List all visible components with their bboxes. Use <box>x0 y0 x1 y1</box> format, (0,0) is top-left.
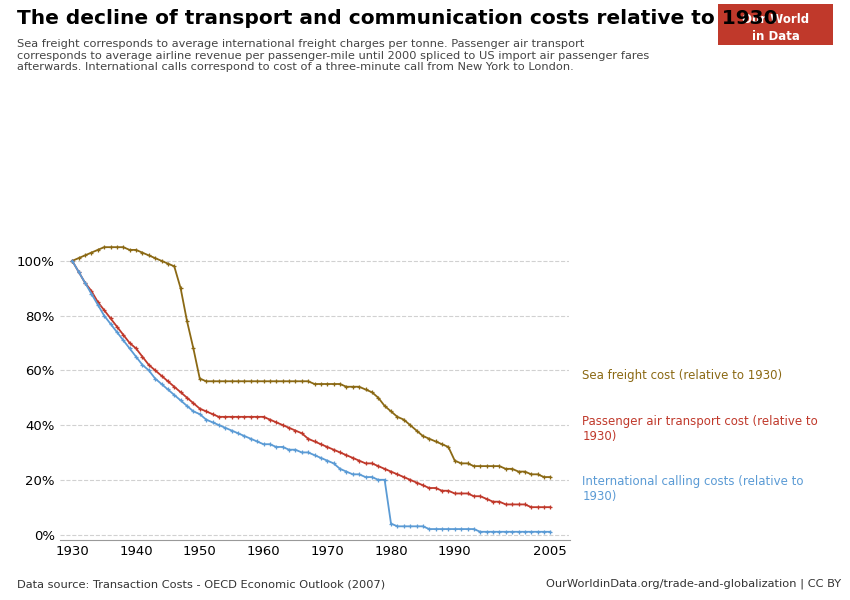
Text: OurWorldinData.org/trade-and-globalization | CC BY: OurWorldinData.org/trade-and-globalizati… <box>547 578 842 589</box>
Text: Sea freight cost (relative to 1930): Sea freight cost (relative to 1930) <box>582 368 782 382</box>
Text: Data source: Transaction Costs - OECD Economic Outlook (2007): Data source: Transaction Costs - OECD Ec… <box>17 579 385 589</box>
Text: The decline of transport and communication costs relative to 1930: The decline of transport and communicati… <box>17 9 778 28</box>
Text: in Data: in Data <box>751 29 800 43</box>
Text: International calling costs (relative to
1930): International calling costs (relative to… <box>582 475 804 503</box>
Text: Passenger air transport cost (relative to
1930): Passenger air transport cost (relative t… <box>582 415 818 443</box>
Text: Sea freight corresponds to average international freight charges per tonne. Pass: Sea freight corresponds to average inter… <box>17 39 649 72</box>
Text: Our World: Our World <box>742 13 809 26</box>
